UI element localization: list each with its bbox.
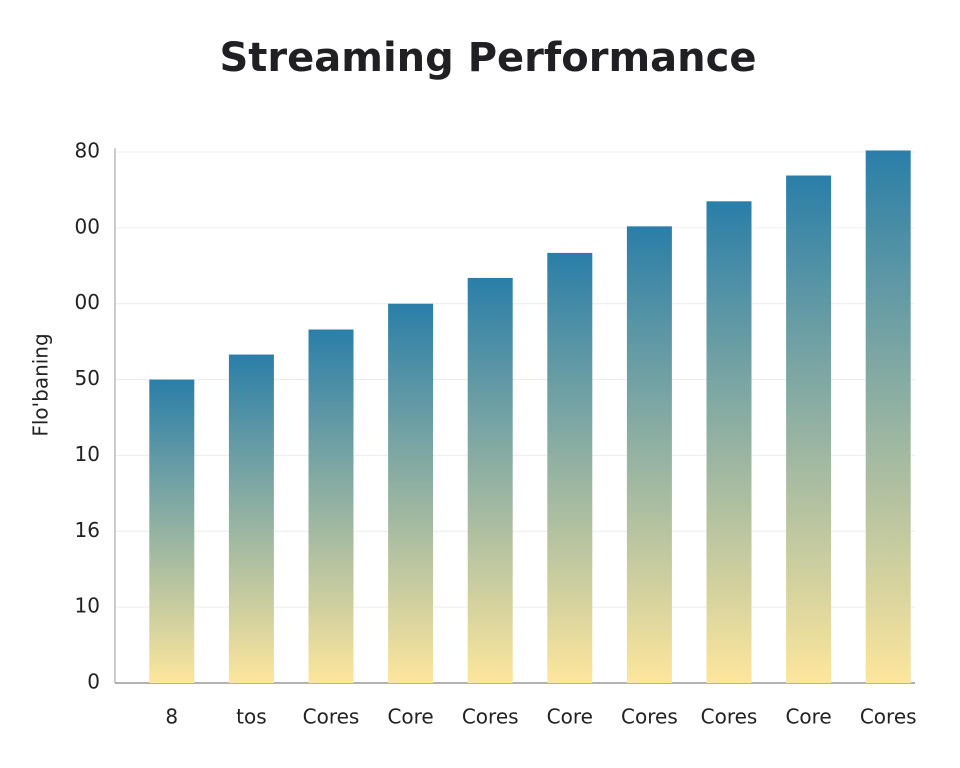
y-tick-label: 00 [75,214,100,238]
bar [786,175,832,683]
bar [626,226,672,683]
y-tick-label: 00 [75,290,100,314]
x-tick-label: Core [387,705,433,729]
x-tick-label: Cores [621,705,678,729]
bar [149,379,195,683]
y-tick-label: 0 [87,670,100,694]
y-tick-label: 16 [75,518,100,542]
bar [467,277,513,683]
y-tick-label: 10 [75,442,100,466]
y-tick-label: 50 [75,366,100,390]
x-tick-label: Core [785,705,831,729]
bar [388,303,434,683]
bar [706,201,752,683]
bar [865,150,911,684]
x-tick-label: Cores [860,705,917,729]
x-tick-label: tos [236,705,267,729]
x-tick-label: 8 [165,705,178,729]
x-tick-label: Cores [303,705,360,729]
x-tick-label: Cores [701,705,758,729]
y-tick-label: 80 [75,138,100,162]
y-tick-label: 10 [75,594,100,618]
chart-title: Streaming Performance [220,35,757,81]
bar [228,354,274,683]
y-axis-label: Flo'baning [29,333,53,436]
bar [308,329,354,683]
bar [547,252,593,683]
x-tick-label: Cores [462,705,519,729]
x-tick-label: Core [547,705,593,729]
